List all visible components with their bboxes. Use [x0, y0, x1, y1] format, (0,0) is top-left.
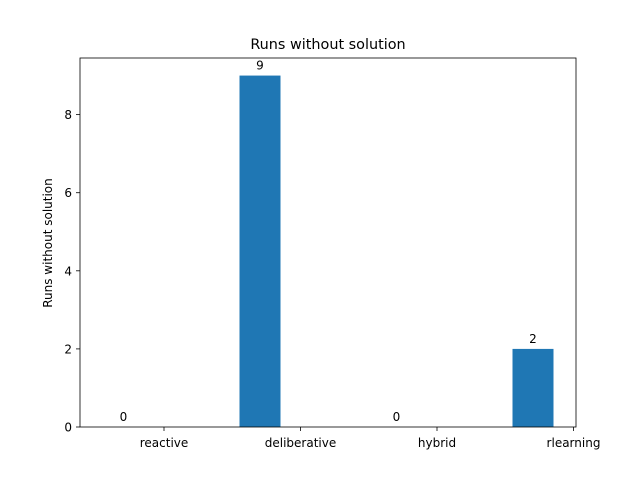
- y-axis-label: Runs without solution: [41, 178, 55, 308]
- y-tick-label: 4: [64, 264, 72, 278]
- data-label: 2: [529, 332, 537, 346]
- y-tick-label: 0: [64, 421, 72, 435]
- bar-rlearning: [512, 348, 554, 427]
- plot-area: 0 2 4 6 8 0 reactive 9 deliberative 0 hybrid 2 rlear…: [64, 59, 600, 450]
- x-tick-label: rlearning: [547, 436, 601, 450]
- y-tick-label: 2: [64, 342, 72, 356]
- chart-title: Runs without solution: [250, 37, 405, 53]
- y-tick-label: 6: [64, 186, 72, 200]
- data-label: 9: [256, 59, 264, 73]
- data-label: 0: [120, 410, 128, 424]
- x-tick-label: reactive: [140, 436, 189, 450]
- y-tick-label: 8: [64, 108, 72, 122]
- x-tick-label: deliberative: [265, 436, 336, 450]
- x-tick-label: hybrid: [418, 436, 456, 450]
- bar-deliberative: [239, 75, 281, 428]
- data-label: 0: [393, 410, 401, 424]
- axes-frame: [79, 57, 577, 428]
